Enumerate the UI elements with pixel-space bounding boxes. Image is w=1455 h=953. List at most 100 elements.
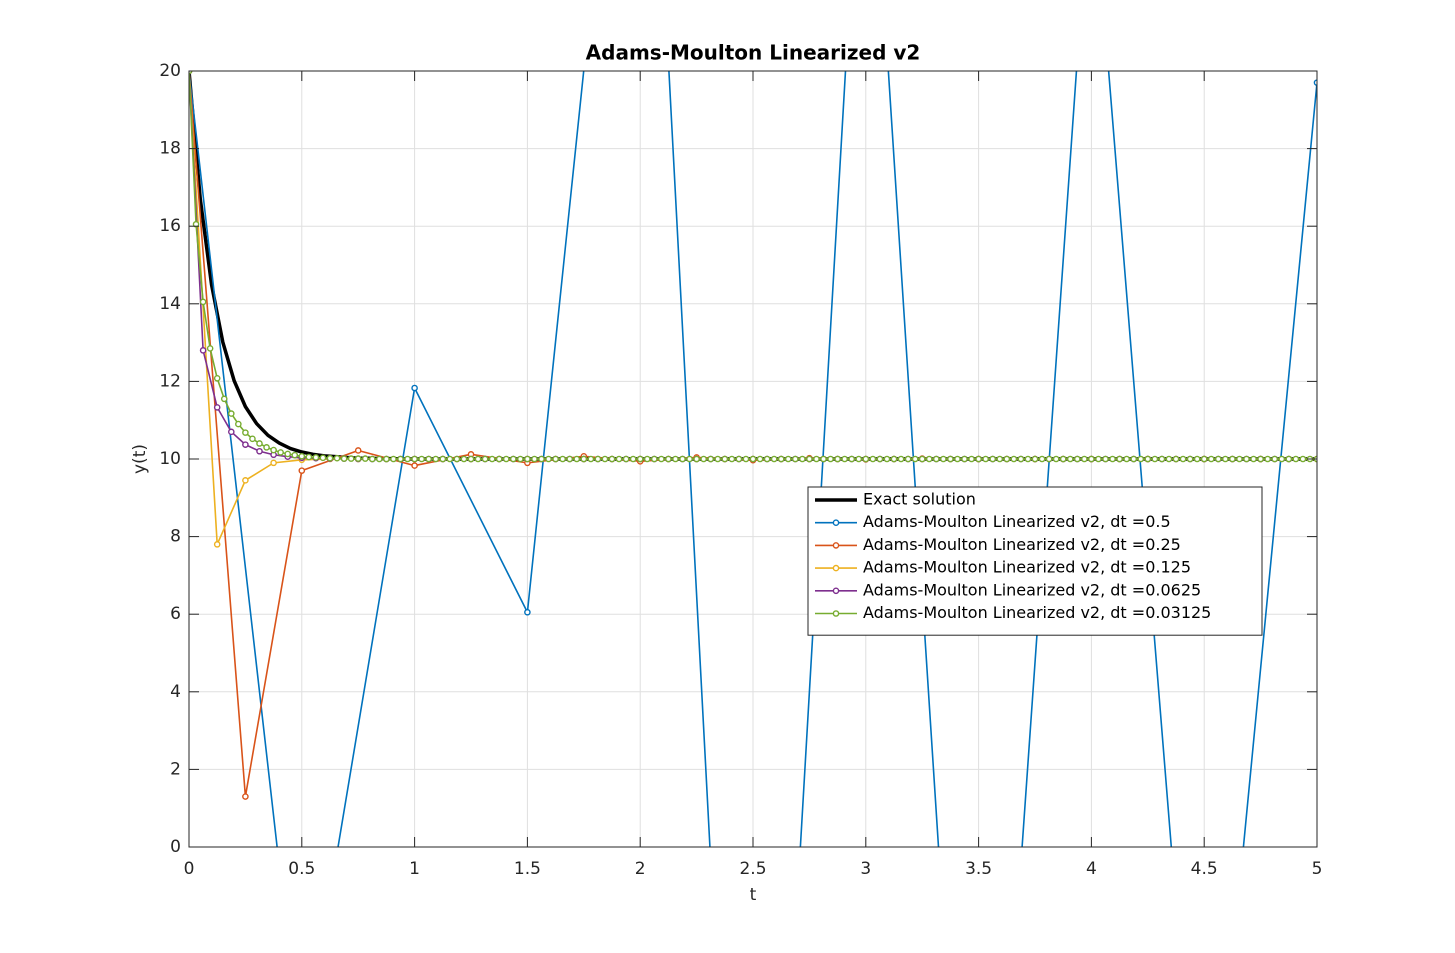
data-point — [277, 449, 284, 456]
data-point — [573, 455, 581, 463]
data-point — [1200, 455, 1208, 463]
data-point — [488, 455, 496, 463]
data-point — [1059, 455, 1067, 463]
data-point — [340, 455, 348, 462]
data-point — [467, 455, 475, 463]
data-point — [601, 455, 609, 463]
data-point — [1095, 455, 1102, 463]
data-point — [911, 455, 919, 463]
data-point — [1292, 455, 1300, 463]
legend-label: Adams-Moulton Linearized v2, dt =0.25 — [863, 535, 1181, 554]
data-point — [1010, 455, 1018, 463]
data-point — [763, 455, 771, 463]
data-point — [890, 455, 898, 463]
data-point — [693, 455, 700, 463]
data-point — [361, 455, 369, 462]
data-point — [940, 455, 947, 463]
data-point — [1264, 455, 1271, 463]
data-point — [996, 455, 1004, 463]
data-point — [495, 455, 503, 463]
legend-box — [807, 486, 1263, 636]
data-point — [263, 444, 270, 451]
data-point — [742, 455, 750, 463]
data-point — [312, 454, 320, 461]
legend-label: Adams-Moulton Linearized v2, dt =0.03125 — [863, 603, 1211, 622]
legend-marker — [832, 587, 840, 595]
data-point — [1236, 455, 1243, 463]
data-point — [1038, 455, 1046, 463]
legend-label: Adams-Moulton Linearized v2, dt =0.0625 — [863, 580, 1201, 599]
data-point — [608, 455, 616, 463]
data-point — [658, 455, 665, 463]
legend-marker — [832, 542, 840, 549]
data-point — [827, 455, 834, 463]
data-point — [411, 462, 418, 469]
data-point — [975, 455, 982, 463]
data-point — [869, 455, 877, 463]
data-point — [291, 451, 299, 459]
data-point — [404, 455, 411, 463]
data-point — [1116, 455, 1123, 463]
data-point — [256, 447, 263, 455]
data-point — [784, 455, 792, 463]
y-tick-label: 18 — [159, 139, 181, 159]
data-point — [1151, 455, 1159, 463]
y-tick-label: 12 — [159, 371, 181, 391]
data-point — [1158, 455, 1166, 463]
data-point — [242, 441, 249, 448]
data-point — [559, 455, 566, 463]
chart-title: Adams-Moulton Linearized v2 — [586, 41, 921, 65]
y-tick-label: 16 — [159, 216, 181, 236]
data-point — [242, 477, 249, 484]
data-point — [213, 541, 221, 548]
data-point — [249, 435, 256, 443]
data-point — [319, 454, 327, 462]
data-point — [474, 455, 482, 463]
data-point — [446, 455, 454, 463]
data-point — [848, 455, 856, 463]
data-point — [284, 450, 292, 458]
x-tick-label: 4 — [1086, 859, 1097, 879]
data-point — [679, 455, 686, 463]
data-point — [622, 455, 630, 463]
data-point — [876, 455, 884, 463]
data-point — [1024, 455, 1032, 463]
data-point — [199, 347, 207, 354]
data-point — [347, 455, 355, 462]
x-tick-label: 1.5 — [514, 859, 541, 879]
legend-marker — [832, 564, 840, 572]
data-point — [1215, 455, 1222, 463]
data-point — [220, 395, 228, 403]
data-point — [1102, 455, 1109, 463]
data-point — [509, 455, 517, 463]
data-point — [227, 410, 235, 417]
data-point — [460, 455, 468, 463]
data-point — [1074, 455, 1081, 463]
data-point — [834, 455, 841, 463]
data-point — [1081, 455, 1088, 463]
data-point — [1130, 455, 1137, 463]
data-point — [643, 455, 651, 463]
y-tick-label: 14 — [159, 294, 181, 314]
data-point — [1179, 455, 1187, 463]
data-point — [538, 455, 545, 463]
data-point — [707, 455, 715, 463]
x-tick-label: 3.5 — [965, 859, 992, 879]
data-point — [1229, 455, 1236, 463]
data-point — [799, 455, 806, 463]
data-point — [700, 455, 707, 463]
data-point — [841, 455, 848, 463]
data-point — [1165, 455, 1173, 463]
data-point — [989, 455, 997, 463]
y-tick-label: 4 — [170, 682, 181, 702]
data-point — [615, 455, 623, 463]
data-point — [947, 455, 954, 463]
data-point — [213, 404, 221, 411]
data-point — [1123, 455, 1130, 463]
y-axis-label: y(t) — [130, 444, 150, 474]
data-point — [368, 455, 376, 463]
data-point — [517, 455, 524, 463]
data-point — [235, 420, 242, 428]
data-point — [665, 455, 672, 463]
data-point — [1250, 455, 1257, 463]
